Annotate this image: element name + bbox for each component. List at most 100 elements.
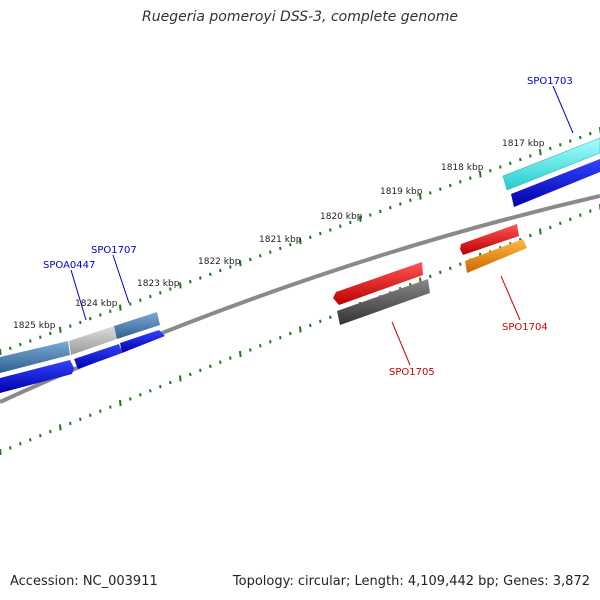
minor-tick [139, 298, 142, 302]
minor-tick [189, 280, 192, 284]
blue-gene-feature[interactable] [120, 330, 165, 353]
minor-tick [9, 346, 12, 350]
orange-gene-feature[interactable] [465, 239, 527, 273]
steel-gene-feature[interactable] [114, 312, 160, 339]
tick-label: 1824 kbp [75, 299, 118, 309]
minor-tick [39, 335, 42, 339]
minor-tick [579, 213, 582, 217]
minor-tick [339, 224, 342, 228]
minor-tick [149, 294, 152, 299]
minor-tick [79, 417, 82, 421]
minor-tick [29, 438, 32, 442]
tick-label: 1825 kbp [13, 321, 56, 331]
tick-label: 1819 kbp [380, 187, 423, 197]
minor-tick [519, 157, 522, 162]
minor-tick [399, 202, 402, 206]
minor-tick [329, 228, 332, 232]
minor-tick [429, 274, 432, 279]
blue-gene-feature[interactable] [0, 360, 74, 393]
minor-tick [199, 368, 202, 372]
minor-tick [79, 320, 82, 325]
minor-tick [549, 146, 552, 151]
gene-label-spo1704[interactable]: SPO1704 [502, 322, 548, 333]
minor-tick [129, 397, 132, 401]
tick-label: 1817 kbp [502, 139, 545, 149]
major-tick [419, 193, 422, 200]
major-tick [59, 424, 62, 431]
minor-tick [409, 198, 412, 202]
minor-tick [89, 317, 92, 321]
minor-tick [219, 268, 222, 273]
blue-gene-feature[interactable] [511, 159, 600, 207]
tick-label: 1823 kbp [137, 279, 180, 289]
label-leader-line [112, 254, 130, 304]
minor-tick [559, 143, 562, 147]
gray-gene-feature[interactable] [337, 279, 430, 325]
minor-tick [229, 356, 232, 360]
minor-tick [389, 206, 392, 210]
minor-tick [199, 276, 202, 280]
minor-tick [269, 340, 272, 344]
blue-gene-feature[interactable] [74, 344, 122, 369]
minor-tick [169, 287, 172, 291]
red-gene-feature[interactable] [460, 224, 519, 255]
minor-tick [589, 209, 592, 213]
minor-tick [99, 313, 102, 317]
gene-label-spoa0447[interactable]: SPOA0447 [43, 260, 95, 271]
minor-tick [189, 372, 192, 377]
minor-tick [19, 342, 22, 347]
gene-label-spo1705[interactable]: SPO1705 [389, 367, 435, 378]
gene-label-spo1703[interactable]: SPO1703 [527, 76, 573, 87]
tick-label: 1821 kbp [259, 235, 302, 245]
genome-summary-text: Topology: circular; Length: 4,109,442 bp… [232, 574, 590, 589]
light-gene-feature[interactable] [69, 326, 117, 355]
minor-tick [259, 344, 262, 348]
major-tick [539, 228, 542, 235]
minor-tick [209, 272, 212, 276]
cyan-gene-feature[interactable] [502, 137, 600, 191]
minor-tick [499, 165, 502, 169]
tick-ring-inner [0, 204, 600, 456]
minor-tick [449, 183, 452, 188]
minor-tick [159, 291, 162, 295]
minor-tick [449, 266, 452, 270]
minor-tick [429, 191, 432, 195]
minor-tick [209, 364, 212, 368]
minor-tick [69, 421, 72, 426]
minor-tick [249, 257, 252, 262]
label-leader-line [552, 85, 574, 134]
gene-label-spo1707[interactable]: SPO1707 [91, 245, 137, 256]
minor-tick [89, 413, 92, 417]
minor-tick [469, 176, 472, 180]
red-gene-feature[interactable] [333, 262, 423, 305]
minor-tick [369, 213, 372, 217]
label-leader-line [391, 321, 411, 366]
major-tick [0, 348, 2, 356]
tick-label: 1818 kbp [441, 163, 484, 173]
minor-tick [159, 385, 162, 389]
major-tick [239, 350, 242, 358]
minor-tick [569, 139, 572, 143]
major-tick [359, 215, 362, 222]
minor-tick [589, 132, 592, 136]
tick-label: 1822 kbp [198, 257, 241, 267]
minor-tick [19, 442, 22, 446]
steel-gene-feature[interactable] [0, 341, 70, 373]
minor-tick [569, 217, 572, 221]
minor-tick [559, 221, 562, 225]
major-tick [119, 304, 122, 311]
minor-tick [329, 315, 332, 319]
minor-tick [289, 243, 292, 247]
minor-tick [269, 250, 272, 254]
minor-tick [49, 429, 52, 434]
minor-tick [529, 233, 532, 238]
major-tick [59, 326, 62, 333]
minor-tick [489, 169, 492, 173]
minor-tick [229, 265, 232, 269]
minor-tick [509, 161, 512, 165]
map-title: Ruegeria pomeroyi DSS-3, complete genome [142, 9, 458, 25]
minor-tick [459, 180, 462, 184]
tick-ring-outer [0, 127, 600, 356]
minor-tick [109, 309, 112, 313]
